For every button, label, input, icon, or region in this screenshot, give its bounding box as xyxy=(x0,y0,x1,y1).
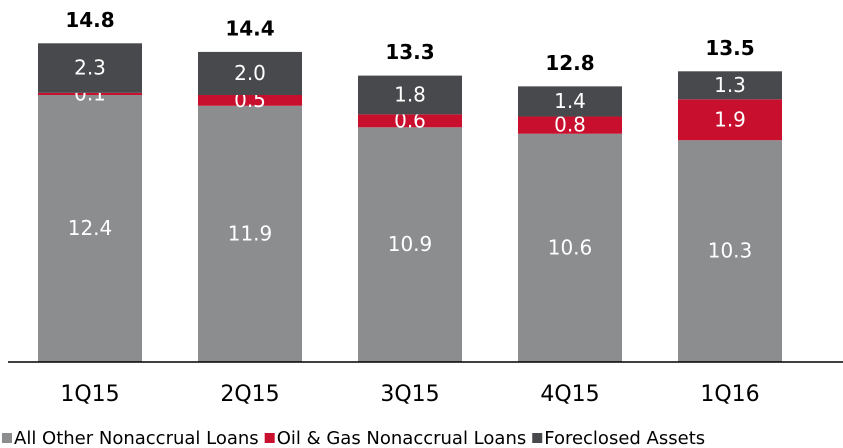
legend-swatch xyxy=(264,433,275,443)
bar-segment xyxy=(358,75,462,115)
x-tick-label: 1Q15 xyxy=(60,382,119,407)
bar-segment xyxy=(198,105,302,363)
value-label: 1.4 xyxy=(554,89,586,113)
total-label: 14.8 xyxy=(65,8,114,32)
legend-swatch xyxy=(532,433,543,443)
total-label: 12.8 xyxy=(545,51,594,75)
bar-segment xyxy=(358,114,462,128)
legend-label: Oil & Gas Nonaccrual Loans xyxy=(277,428,527,448)
bar-segment xyxy=(518,116,622,134)
bar-segment xyxy=(678,140,782,362)
legend-label: All Other Nonaccrual Loans xyxy=(14,428,259,448)
bar-segment xyxy=(358,127,462,362)
value-label: 10.3 xyxy=(708,239,753,263)
value-label: 11.9 xyxy=(228,221,273,245)
bar-segment xyxy=(198,94,302,106)
value-label: 0.8 xyxy=(554,113,586,137)
total-label: 13.3 xyxy=(385,40,434,64)
value-label: 1.8 xyxy=(394,82,426,106)
bar-segment xyxy=(198,51,302,95)
bar-segment xyxy=(518,86,622,117)
legend-swatch xyxy=(2,433,12,443)
value-label: 12.4 xyxy=(68,216,113,240)
total-label: 14.4 xyxy=(225,16,274,40)
bar-segment xyxy=(38,94,142,362)
bar-segment xyxy=(518,133,622,362)
value-label: 10.9 xyxy=(388,232,433,256)
value-label: 1.3 xyxy=(714,73,746,97)
bar-segment xyxy=(38,92,142,95)
value-label: 2.0 xyxy=(234,61,266,85)
legend-label: Foreclosed Assets xyxy=(544,428,705,448)
x-tick-label: 4Q15 xyxy=(540,382,599,407)
x-tick-label: 3Q15 xyxy=(380,382,439,407)
bar-segment xyxy=(678,71,782,100)
value-label: 10.6 xyxy=(548,235,593,259)
x-tick-label: 2Q15 xyxy=(220,382,279,407)
value-label: 1.9 xyxy=(714,107,746,131)
bar-segment xyxy=(678,99,782,141)
bar-segment xyxy=(38,43,142,93)
value-label: 2.3 xyxy=(74,56,106,80)
total-label: 13.5 xyxy=(705,36,754,60)
x-tick-label: 1Q16 xyxy=(700,382,759,407)
